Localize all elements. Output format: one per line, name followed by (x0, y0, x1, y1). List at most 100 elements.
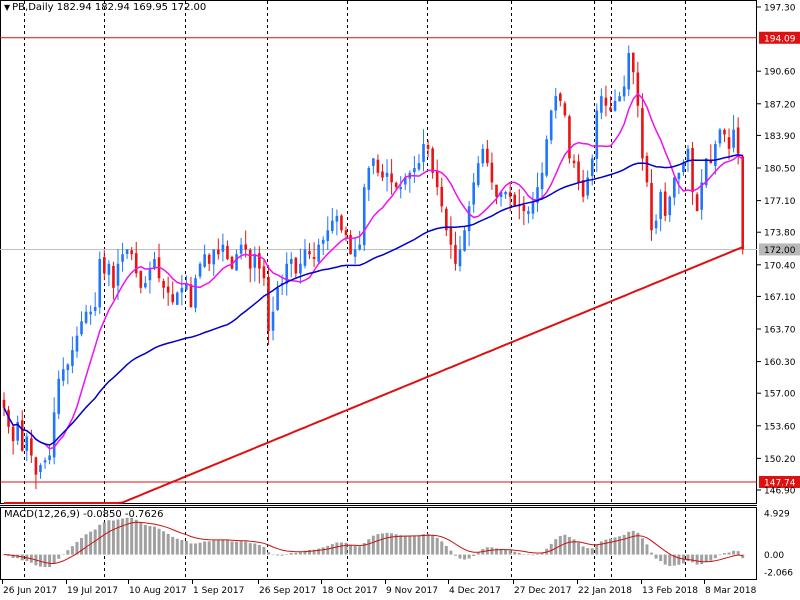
candle-body (353, 249, 357, 257)
ohlc-values: 182.94 182.94 169.95 172.00 (56, 2, 207, 13)
candle-body (695, 194, 699, 212)
candle-body (704, 158, 708, 186)
macd-bar (367, 539, 371, 555)
candle-body (682, 163, 685, 173)
candle-body (20, 420, 24, 451)
candle-body (194, 278, 197, 308)
candle-body (166, 286, 170, 293)
candle-body (650, 183, 653, 231)
price-tick-label: 167.10 (764, 293, 796, 303)
macd-bar (531, 554, 535, 556)
candle-body (326, 230, 330, 241)
dropdown-triangle-icon[interactable]: ▼ (4, 3, 11, 12)
macd-bar (490, 547, 494, 555)
macd-bar (339, 542, 343, 555)
candle-body (61, 369, 65, 381)
level-label-bg (759, 475, 800, 488)
macd-bar (627, 531, 631, 555)
macd-bar (508, 550, 512, 555)
macd-bar (741, 554, 745, 559)
price-tick-label: 187.20 (764, 100, 796, 110)
time-tick-label: 4 Dec 2017 (449, 586, 501, 596)
macd-scale-label: -2.066 (764, 569, 793, 579)
macd-bar (107, 520, 111, 555)
macd-bar (230, 541, 234, 555)
candle-body (66, 364, 70, 371)
macd-bar (335, 542, 339, 555)
candle-body (112, 265, 115, 288)
macd-bar (577, 542, 581, 555)
macd-bar (20, 554, 24, 561)
macd-bar (48, 554, 52, 568)
macd-bar (399, 535, 403, 555)
macd-bar (412, 535, 416, 555)
candle-body (668, 196, 672, 216)
candle-body (700, 182, 703, 210)
candle-body (499, 191, 503, 197)
macd-bar (449, 550, 453, 555)
candle-body (162, 280, 165, 288)
candle-body (276, 287, 279, 310)
candle-body (89, 311, 92, 315)
candle-body (271, 311, 275, 331)
macd-bar (467, 554, 471, 559)
candle-body (467, 206, 471, 232)
candle-body (604, 97, 608, 106)
candle-body (559, 93, 562, 101)
candle-body (736, 127, 740, 154)
candle-body (362, 187, 366, 246)
candle-body (299, 263, 302, 274)
candle-body (25, 436, 29, 451)
macd-bar (563, 534, 567, 555)
macd-bar (38, 554, 42, 567)
candle-body (554, 96, 558, 111)
candle-body (527, 211, 530, 214)
candle-body (239, 244, 243, 254)
macd-bar (672, 554, 676, 566)
macd-bar (353, 545, 357, 555)
macd-bar (458, 554, 462, 559)
candle-body (545, 139, 548, 176)
macd-bar (426, 533, 430, 555)
candle-body (718, 129, 722, 144)
macd-bar (61, 554, 65, 555)
macd-bar (66, 550, 70, 555)
candle-body (248, 249, 252, 269)
candle-body (495, 184, 498, 197)
candle-body (125, 249, 129, 254)
macd-bar (403, 535, 407, 555)
macd-bar (303, 550, 307, 555)
candle-body (486, 148, 489, 164)
candle-body (609, 107, 612, 111)
macd-bar (686, 554, 690, 562)
candle-body (631, 52, 635, 73)
level-label-bg (759, 31, 800, 44)
time-tick-label: 1 Sep 2017 (193, 586, 244, 596)
macd-bar (75, 542, 79, 555)
macd-bar (203, 541, 207, 555)
candle-body (522, 204, 526, 212)
macd-bar (280, 554, 284, 556)
macd-bar (499, 549, 503, 555)
candle-body (71, 350, 74, 366)
macd-bar (294, 552, 298, 555)
candle-body (381, 171, 384, 178)
macd-bar (663, 554, 667, 565)
macd-bar (691, 554, 695, 563)
macd-bar (650, 552, 654, 555)
candle-body (267, 277, 270, 331)
macd-bar (70, 546, 74, 555)
level-label: 194.09 (764, 34, 796, 44)
candle-body (289, 259, 293, 264)
candle-body (185, 283, 188, 290)
macd-bar (312, 549, 316, 555)
macd-bar (362, 543, 366, 555)
macd-bar (640, 538, 644, 555)
macd-bar (608, 538, 612, 555)
candle-body (331, 220, 334, 231)
candle-body (422, 144, 425, 163)
macd-bar (148, 526, 152, 555)
candle-body (107, 263, 111, 275)
candle-body (221, 244, 225, 252)
